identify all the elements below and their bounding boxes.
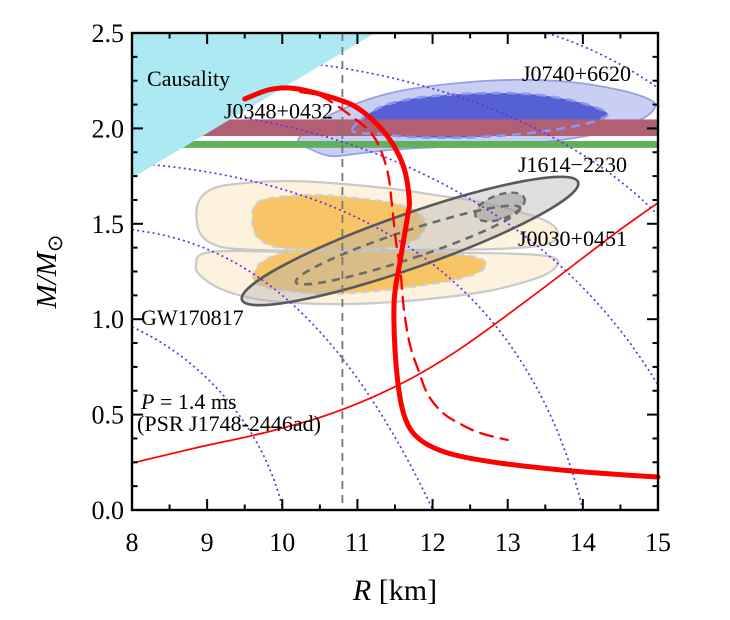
causality-label: Causality xyxy=(147,66,230,91)
x-tick-label: 12 xyxy=(420,528,446,557)
y-tick-label: 0.5 xyxy=(92,401,125,430)
spin-contour-1 xyxy=(131,326,284,511)
y-axis-title: M/M⊙ xyxy=(31,235,67,310)
x-tick-label: 15 xyxy=(645,528,671,557)
spin-contour-2 xyxy=(131,229,434,511)
x-axis-title: R [km] xyxy=(352,574,437,607)
spin-contour-4 xyxy=(208,112,659,386)
x-tick-label: 14 xyxy=(570,528,596,557)
mass-radius-relation-dashed xyxy=(299,90,509,442)
y-tick-label: 2.5 xyxy=(92,19,125,48)
x-tick-label: 11 xyxy=(345,528,370,557)
j0030-inner-ellipse xyxy=(294,204,522,286)
gw170817-upper-inner-region xyxy=(250,193,427,252)
x-tick-label: 13 xyxy=(495,528,521,557)
mass-radius-relation-solid xyxy=(242,85,661,480)
spin-contour-3 xyxy=(131,162,584,511)
gw170817-label: GW170817 xyxy=(141,305,244,330)
axes-frame xyxy=(130,31,660,512)
j0740-inner-outline xyxy=(350,91,610,140)
x-tick-label: 9 xyxy=(201,528,214,557)
spin-period-psr-label: (PSR J1748-2446ad) xyxy=(137,411,321,436)
spin-period-label: P = 1.4 ms xyxy=(140,389,237,414)
y-tick-label: 0.0 xyxy=(92,496,125,525)
j0740-label: J0740+6620 xyxy=(522,61,631,86)
x-tick-label: 10 xyxy=(269,528,295,557)
y-tick-label: 2.0 xyxy=(92,114,125,143)
j1614-label: J1614−2230 xyxy=(518,152,627,177)
y-tick-label: 1.0 xyxy=(92,305,125,334)
causality-region xyxy=(132,33,375,178)
j0348-label: J0348+0432 xyxy=(224,98,333,123)
j0030-small-ellipse xyxy=(474,191,526,223)
x-tick-label: 8 xyxy=(126,528,139,557)
j0030-label: J0030+0451 xyxy=(518,226,627,251)
kepler-limit-P-1.4ms xyxy=(131,201,659,464)
y-tick-label: 1.5 xyxy=(92,210,125,239)
